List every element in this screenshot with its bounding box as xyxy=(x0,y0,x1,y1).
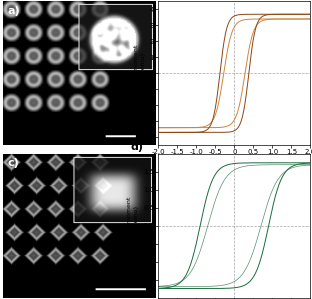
Text: a): a) xyxy=(8,6,20,16)
Y-axis label: Magnetic moment
(x 10⁻⁴ emu): Magnetic moment (x 10⁻⁴ emu) xyxy=(127,197,139,254)
Text: c): c) xyxy=(8,158,19,168)
Y-axis label: Magnetic moment
(x 10⁻⁴ emu): Magnetic moment (x 10⁻⁴ emu) xyxy=(134,45,146,102)
Text: d): d) xyxy=(131,142,144,152)
X-axis label: H (kOe): H (kOe) xyxy=(222,157,246,162)
